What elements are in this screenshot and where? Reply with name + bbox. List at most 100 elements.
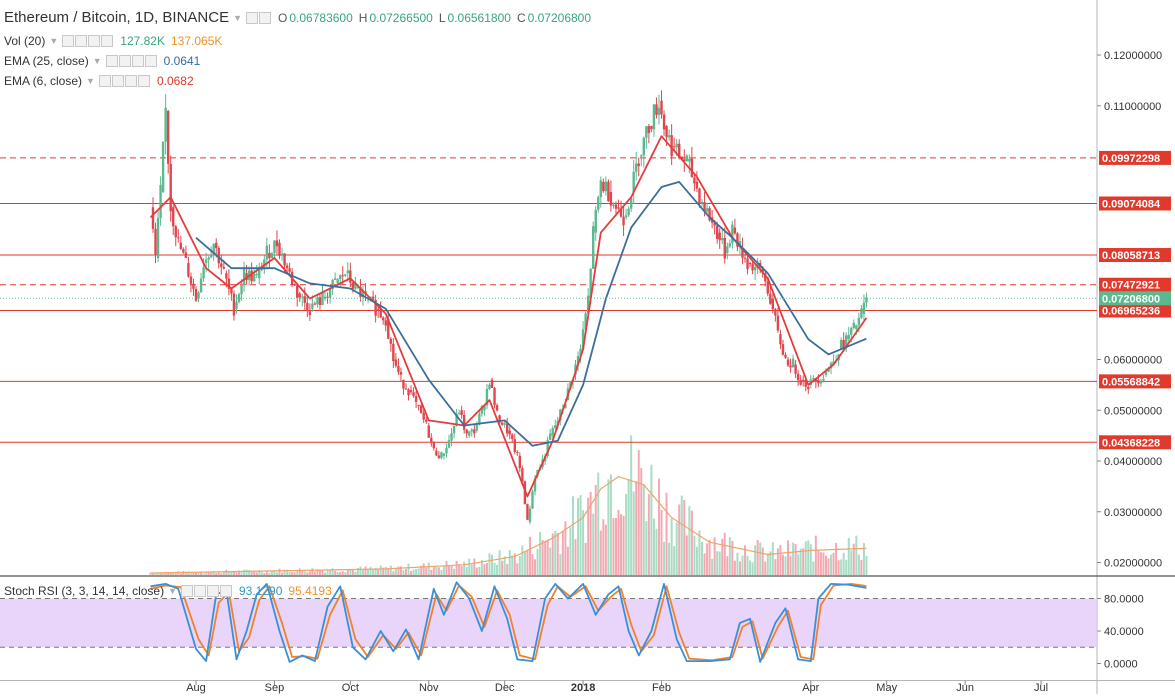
ema6-label[interactable]: EMA (6, close) (4, 74, 83, 88)
symbol-title[interactable]: Ethereum / Bitcoin, 1D, BINANCE (4, 9, 230, 26)
candle-body (748, 263, 752, 265)
candle-body (579, 348, 582, 356)
candle-body (708, 208, 711, 221)
candle-body (680, 156, 683, 160)
volume-bar (847, 537, 850, 575)
candle-body (392, 343, 395, 362)
gear-icon[interactable] (118, 55, 131, 67)
volume-bar (701, 541, 703, 575)
candle-body (743, 257, 747, 259)
candle-body (384, 320, 387, 326)
gear-icon[interactable] (111, 75, 124, 87)
volume-bar (392, 571, 395, 575)
chevron-down-icon[interactable]: ▼ (233, 12, 243, 23)
volume-bar (799, 548, 802, 575)
candle-body (485, 388, 489, 406)
candle-body (230, 288, 233, 294)
candle-body (333, 278, 337, 280)
candle-body (723, 238, 726, 259)
plus-icon[interactable] (88, 35, 101, 47)
volume-bar (539, 532, 542, 575)
volume-bar (425, 567, 428, 575)
candle-body (288, 268, 291, 272)
volume-bar (521, 545, 524, 575)
volume-bar (647, 494, 650, 575)
stoch-y-tick-label: 80.0000 (1104, 594, 1144, 606)
volume-bar (842, 552, 845, 575)
candle-body (432, 441, 436, 449)
volume-bar (564, 521, 567, 575)
gear-icon[interactable] (194, 585, 206, 597)
volume-bar (781, 554, 784, 575)
close-icon[interactable] (144, 55, 157, 67)
volume-bar (331, 568, 334, 575)
chevron-down-icon[interactable]: ▼ (86, 76, 95, 86)
volume-bar (792, 542, 795, 575)
eye-icon[interactable] (181, 585, 193, 597)
volume-bar (857, 554, 860, 575)
candle-body (650, 126, 653, 130)
gear-icon[interactable] (75, 35, 88, 47)
candle-body (505, 423, 509, 434)
candle-body (531, 491, 534, 509)
volume-bar (652, 518, 655, 575)
volume-bar (496, 564, 499, 575)
eye-icon[interactable] (62, 35, 75, 47)
volume-bar (837, 560, 840, 575)
volume-bar (450, 566, 453, 575)
candle-body (151, 207, 155, 229)
volume-bar (308, 571, 311, 575)
chevron-down-icon[interactable]: ▼ (168, 586, 177, 596)
candle-body (637, 163, 640, 167)
volume-bar (774, 559, 777, 575)
volume-bar (789, 555, 792, 575)
plus-icon[interactable] (124, 75, 137, 87)
candle-body (733, 227, 737, 234)
candle-body (379, 309, 382, 318)
volume-ma-line (150, 475, 867, 574)
close-icon[interactable] (101, 35, 114, 47)
settings-icon[interactable] (246, 11, 259, 24)
plus-icon[interactable] (207, 585, 219, 597)
candle-body (356, 287, 360, 289)
vol-label[interactable]: Vol (20) (4, 34, 46, 48)
candle-body (361, 291, 365, 298)
last-price-tag (1099, 291, 1171, 306)
close-icon[interactable] (220, 585, 232, 597)
vol-value: 127.82K (120, 34, 165, 48)
candle-body (242, 268, 246, 286)
plus-icon[interactable] (131, 55, 144, 67)
chevron-down-icon[interactable]: ▼ (92, 56, 102, 66)
candle-body (640, 155, 643, 157)
volume-bar (830, 554, 833, 575)
price-level-label: 0.07472921 (1102, 280, 1160, 292)
candle-body (422, 412, 425, 420)
ema25-label[interactable]: EMA (25, close) (4, 54, 89, 68)
close-icon[interactable] (137, 75, 150, 87)
stoch-label[interactable]: Stoch RSI (3, 3, 14, 14, close) (4, 584, 165, 598)
chevron-down-icon[interactable]: ▼ (49, 36, 59, 46)
volume-bar (407, 563, 410, 575)
candle-body (220, 263, 223, 267)
volume-bar (698, 530, 701, 575)
candle-body (321, 292, 324, 306)
ohlc-low: L 0.06561800 (438, 10, 511, 25)
volume-bar (291, 571, 294, 575)
eye-icon[interactable] (105, 55, 118, 67)
volume-bar (354, 571, 357, 575)
candle-body (419, 405, 423, 413)
candle-body (232, 293, 236, 316)
settings-icon[interactable] (259, 11, 272, 24)
volume-bar (263, 573, 266, 575)
volume-bar (513, 553, 516, 575)
volume-bar (149, 572, 152, 575)
volume-bar (359, 566, 362, 575)
volume-bar (622, 515, 625, 575)
volume-bar (225, 569, 228, 575)
eye-icon[interactable] (98, 75, 111, 87)
volume-bar (690, 510, 693, 575)
candle-body (602, 181, 605, 192)
volume-bar (448, 566, 450, 575)
volume-bar (579, 495, 582, 575)
